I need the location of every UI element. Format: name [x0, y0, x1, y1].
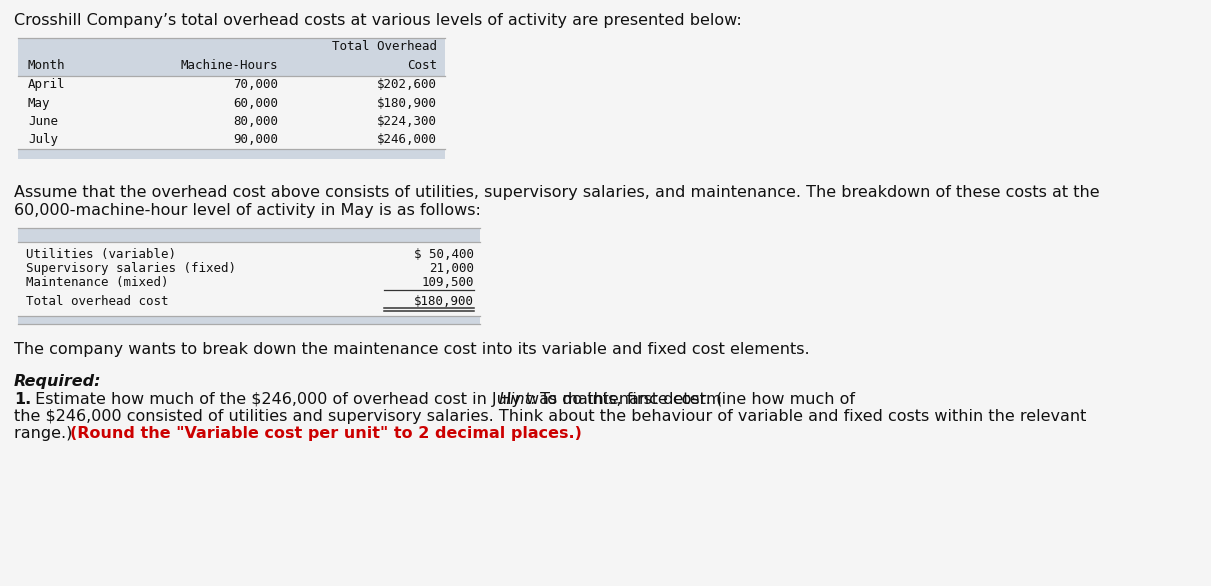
Text: $180,900: $180,900 — [377, 97, 437, 110]
Text: 80,000: 80,000 — [233, 115, 279, 128]
Text: June: June — [28, 115, 58, 128]
Text: 60,000: 60,000 — [233, 97, 279, 110]
Text: Month: Month — [28, 59, 65, 72]
Text: $180,900: $180,900 — [414, 295, 474, 308]
Text: $246,000: $246,000 — [377, 133, 437, 146]
Text: The company wants to break down the maintenance cost into its variable and fixed: The company wants to break down the main… — [15, 342, 810, 357]
Text: $202,600: $202,600 — [377, 78, 437, 91]
Text: Crosshill Company’s total overhead costs at various levels of activity are prese: Crosshill Company’s total overhead costs… — [15, 13, 742, 28]
Text: $224,300: $224,300 — [377, 115, 437, 128]
Text: To do this, first determine how much of: To do this, first determine how much of — [535, 392, 855, 407]
Text: Required:: Required: — [15, 374, 102, 389]
Text: Assume that the overhead cost above consists of utilities, supervisory salaries,: Assume that the overhead cost above cons… — [15, 185, 1100, 200]
Text: Maintenance (mixed): Maintenance (mixed) — [25, 276, 168, 289]
Bar — [18, 38, 444, 76]
Text: 21,000: 21,000 — [429, 262, 474, 275]
Bar — [18, 228, 480, 242]
Text: Machine-Hours: Machine-Hours — [180, 59, 279, 72]
Text: Cost: Cost — [407, 59, 437, 72]
Text: 60,000-machine-hour level of activity in May is as follows:: 60,000-machine-hour level of activity in… — [15, 203, 481, 218]
Text: range.): range.) — [15, 426, 78, 441]
Text: Hint:: Hint: — [499, 392, 538, 407]
Text: the $246,000 consisted of utilities and supervisory salaries. Think about the be: the $246,000 consisted of utilities and … — [15, 409, 1086, 424]
Text: July: July — [28, 133, 58, 146]
Text: 90,000: 90,000 — [233, 133, 279, 146]
Text: Total Overhead: Total Overhead — [332, 40, 437, 53]
Text: Total overhead cost: Total overhead cost — [25, 295, 168, 308]
Text: (Round the "Variable cost per unit" to 2 decimal places.): (Round the "Variable cost per unit" to 2… — [70, 426, 581, 441]
Text: 70,000: 70,000 — [233, 78, 279, 91]
Bar — [18, 149, 444, 159]
Text: $ 50,400: $ 50,400 — [414, 248, 474, 261]
Text: Utilities (variable): Utilities (variable) — [25, 248, 176, 261]
Text: 1.: 1. — [15, 392, 31, 407]
Text: Supervisory salaries (fixed): Supervisory salaries (fixed) — [25, 262, 236, 275]
Text: Estimate how much of the $246,000 of overhead cost in July was maintenance cost.: Estimate how much of the $246,000 of ove… — [30, 392, 723, 407]
Text: April: April — [28, 78, 65, 91]
Text: 109,500: 109,500 — [421, 276, 474, 289]
Text: May: May — [28, 97, 51, 110]
Bar — [18, 316, 480, 324]
